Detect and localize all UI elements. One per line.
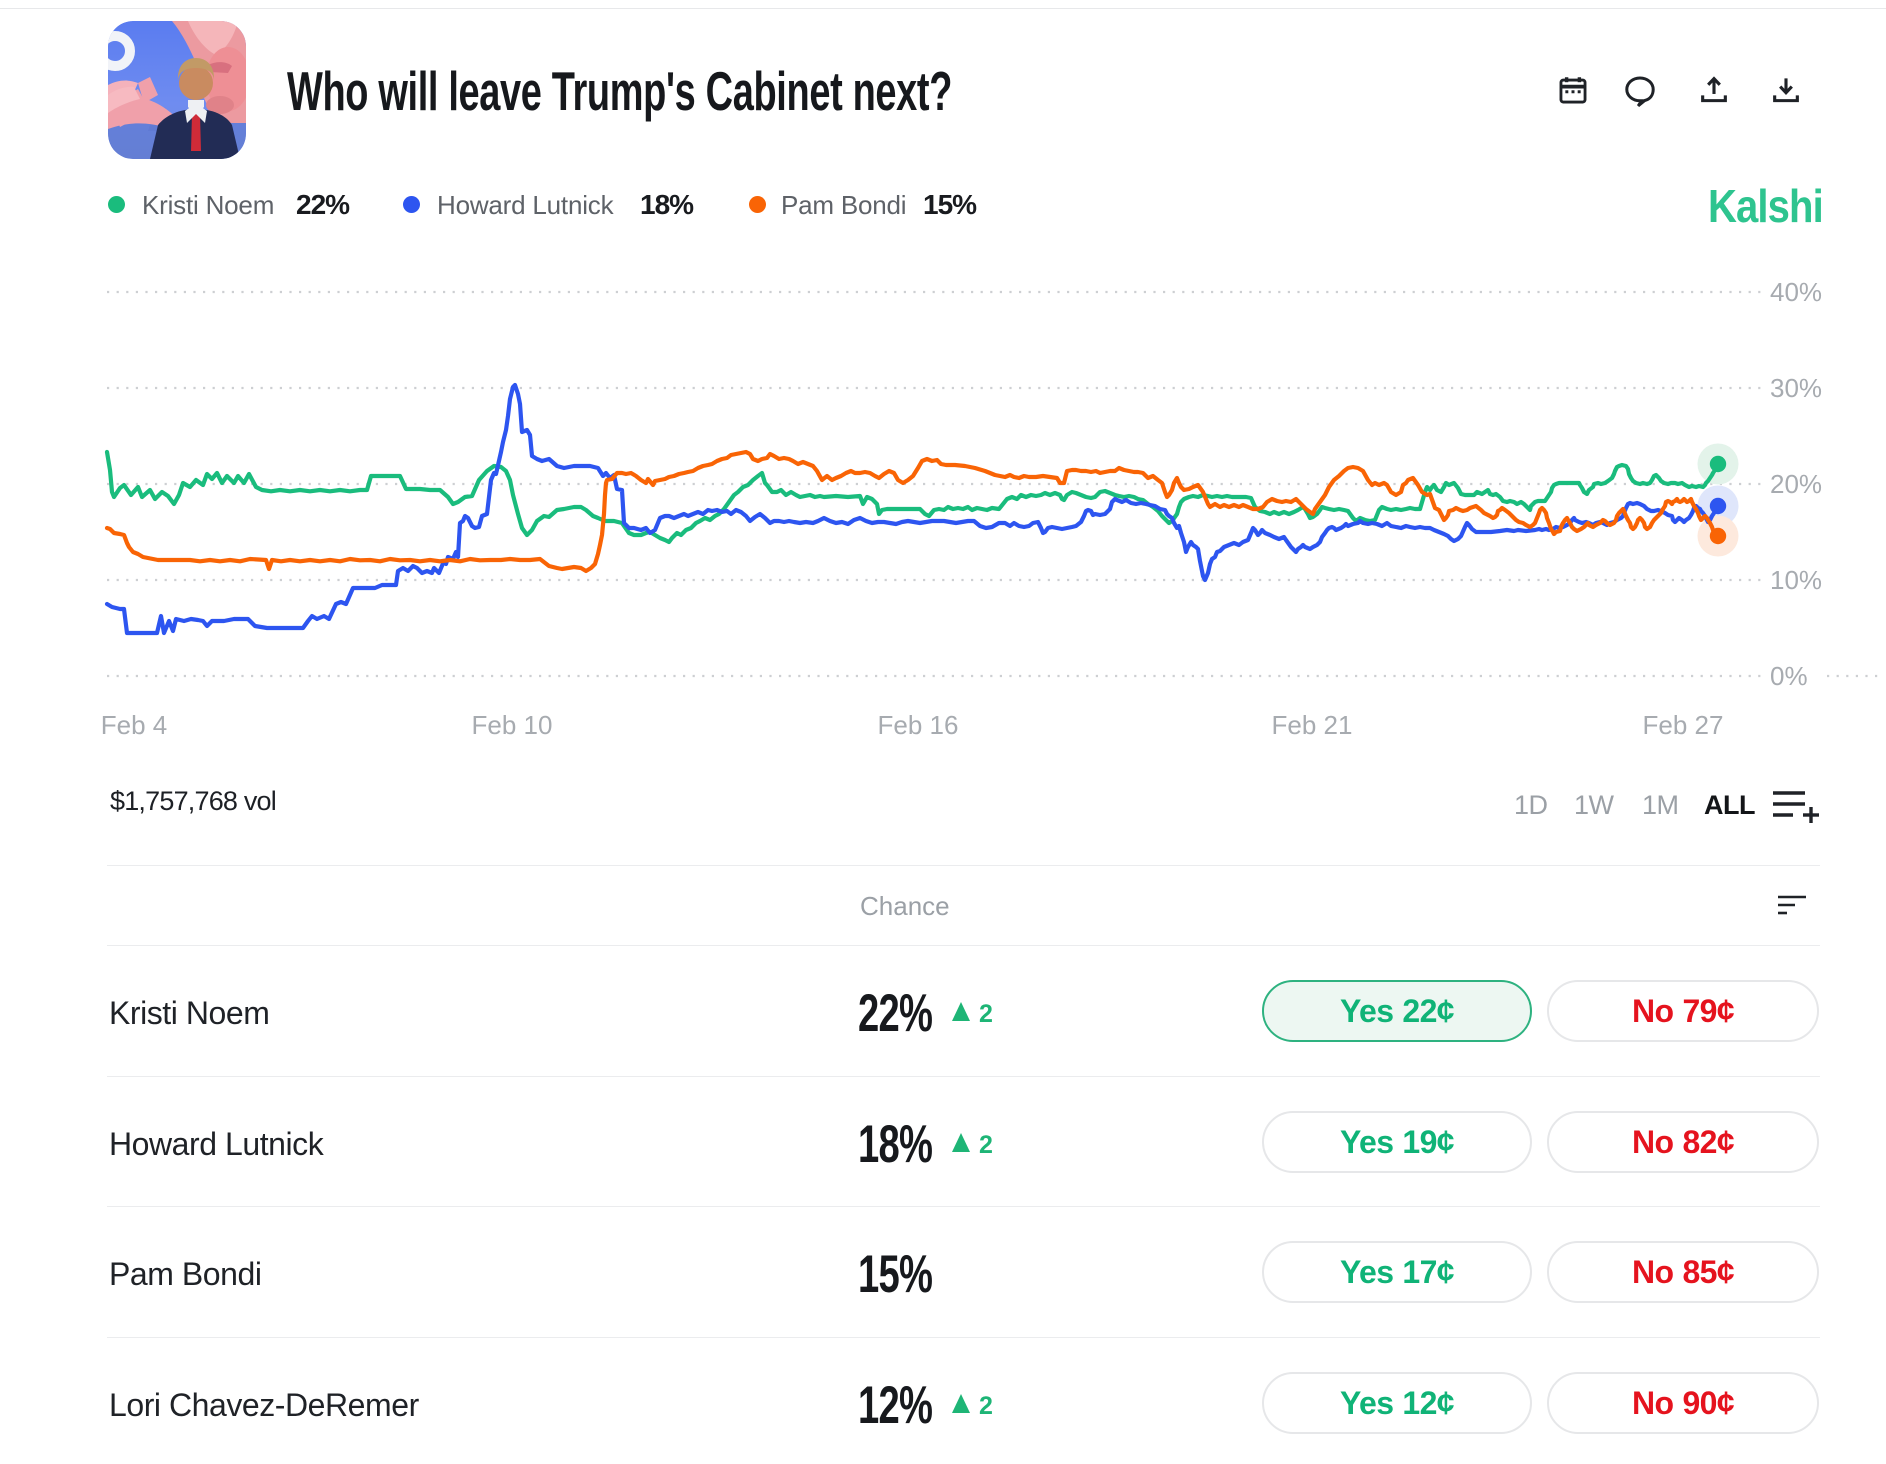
svg-text:0%: 0%	[1770, 661, 1808, 691]
svg-text:40%: 40%	[1770, 277, 1822, 307]
svg-text:Feb 21: Feb 21	[1272, 710, 1353, 740]
svg-text:Feb 4: Feb 4	[101, 710, 168, 740]
svg-text:Feb 16: Feb 16	[878, 710, 959, 740]
svg-text:Feb 10: Feb 10	[472, 710, 553, 740]
svg-text:30%: 30%	[1770, 373, 1822, 403]
svg-text:10%: 10%	[1770, 565, 1822, 595]
svg-text:Feb 27: Feb 27	[1643, 710, 1724, 740]
svg-text:20%: 20%	[1770, 469, 1822, 499]
